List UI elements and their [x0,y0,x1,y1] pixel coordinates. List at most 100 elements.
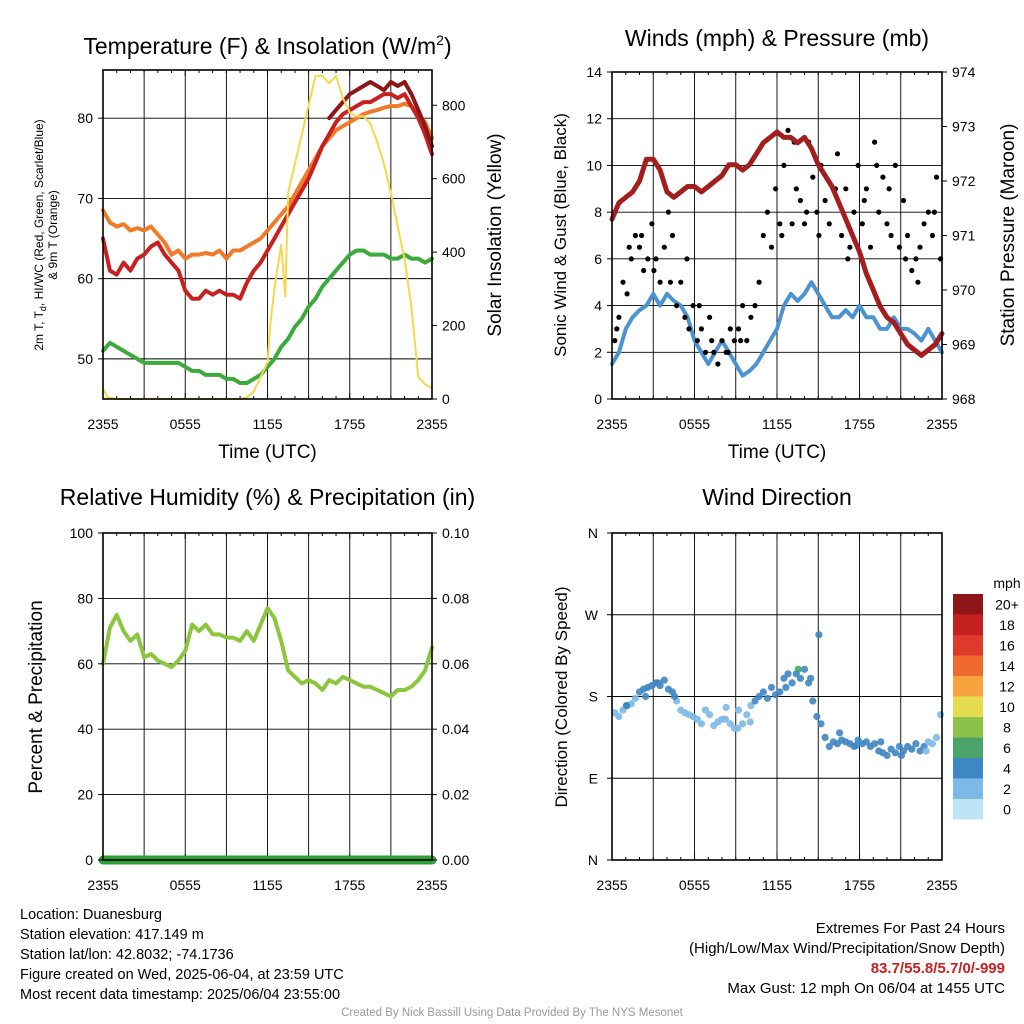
y2-tick-label: 0.00 [442,852,469,868]
y-tick-label: N [588,525,598,541]
y-tick-label: 0 [85,852,93,868]
gust-point [614,326,620,332]
direction-point [706,711,714,719]
legend-swatch [953,778,983,799]
direction-point [908,745,916,753]
gust-point [684,256,690,262]
y-tick-label: 10 [586,157,602,173]
y-tick-label: 2 [594,344,602,360]
gust-point [855,162,861,168]
gust-point [929,232,936,239]
direction-point [821,733,829,742]
gust-point [678,279,684,285]
plot-frame [102,69,433,400]
direction-point [631,694,640,702]
legend-label: 16 [999,637,1015,653]
gust-point [674,303,680,309]
direction-point [809,697,817,705]
x-tick-label: 2355 [926,416,957,432]
gust-point [933,174,940,180]
station-location: Location: Duanesburg [20,907,162,923]
legend-label: 2 [1003,781,1011,797]
x-tick-label: 1755 [844,416,875,432]
gust-point [727,326,733,332]
gust-point [931,209,938,215]
y-tick-label: 100 [70,525,94,541]
legend-label: 8 [1003,719,1011,735]
gust-point [698,326,705,332]
legend-swatch [953,614,983,635]
y2-tick-label: 974 [952,64,976,80]
gust-point [816,232,822,239]
gust-point [738,338,744,344]
panel1-xlabel: Time (UTC) [218,442,317,463]
gust-point [682,314,688,320]
panel3-title: Relative Humidity (%) & Precipitation (i… [60,484,475,510]
direction-point [767,683,776,692]
gust-point [653,256,659,262]
ylabel-text: Direction (Colored By Speed) [552,586,571,807]
gust-point [896,244,903,250]
legend-label: 20+ [995,596,1019,612]
x-tick-label: 0555 [170,877,201,893]
y-tick-label: E [589,770,598,786]
panel3-ylabel: Percent & Precipitation [26,600,47,793]
direction-point [891,749,899,757]
series-t9m-line [101,101,434,261]
direction-point [794,665,802,673]
gust-point [867,244,874,250]
gust-point [843,186,849,192]
direction-point [660,676,668,684]
data-timestamp: Most recent data timestamp: 2025/06/04 2… [20,987,341,1003]
station-elevation: Station elevation: 417.149 m [20,927,204,943]
y-tick-label: 80 [77,110,93,126]
series-t2m-line [101,92,434,301]
x-tick-label: 0555 [679,877,710,893]
gust-point [719,338,725,344]
y2-tick-label: 0.02 [442,787,469,803]
gust-point [628,256,634,262]
gust-point [785,127,791,133]
direction-point [800,665,809,673]
gust-point [793,186,799,192]
legend-label: 18 [999,617,1015,633]
direction-point [721,715,730,723]
gust-point [748,314,754,320]
y2-tick-label: 973 [952,119,976,135]
y-tick-label: 80 [77,590,93,606]
extremes-title: Extremes For Past 24 Hours [815,920,1005,937]
panel2-xlabel: Time (UTC) [728,442,827,463]
gust-point [876,209,882,215]
gust-point [789,221,795,227]
y2-tick-label: 400 [442,244,466,260]
direction-point [922,747,930,755]
gust-point [884,221,890,227]
gust-point [925,209,931,215]
y2-tick-label: 800 [442,97,466,113]
direction-point [722,703,730,712]
direction-point [928,740,937,748]
gust-point [801,221,808,227]
y-tick-label: 60 [77,656,93,672]
gust-point [694,338,700,344]
gust-point [915,279,921,285]
series-pressure-line [609,129,945,358]
direction-point [671,692,679,701]
series-sonic-line [610,280,944,378]
gust-point [740,303,746,309]
gust-point [715,361,721,367]
legend-swatch [953,696,983,717]
extremes-panel: Extremes For Past 24 Hours (High/Low/Max… [689,918,1005,998]
panel1-ylabel: 2m T, Td, HI/WC (Red, Green, Scarlet/Blu… [32,119,60,350]
gust-point [645,256,651,262]
gust-point [777,221,783,227]
panel2-ylabel: Sonic Wind & Gust (Blue, Black) [551,113,570,357]
y-tick-label: 60 [77,271,93,287]
direction-point [862,738,871,746]
legend-swatch [953,676,983,697]
y-tick-label: W [585,607,599,623]
direction-point [755,692,763,701]
direction-point [734,724,742,732]
y2-tick-label: 0.06 [442,656,469,672]
direction-point [784,670,792,678]
